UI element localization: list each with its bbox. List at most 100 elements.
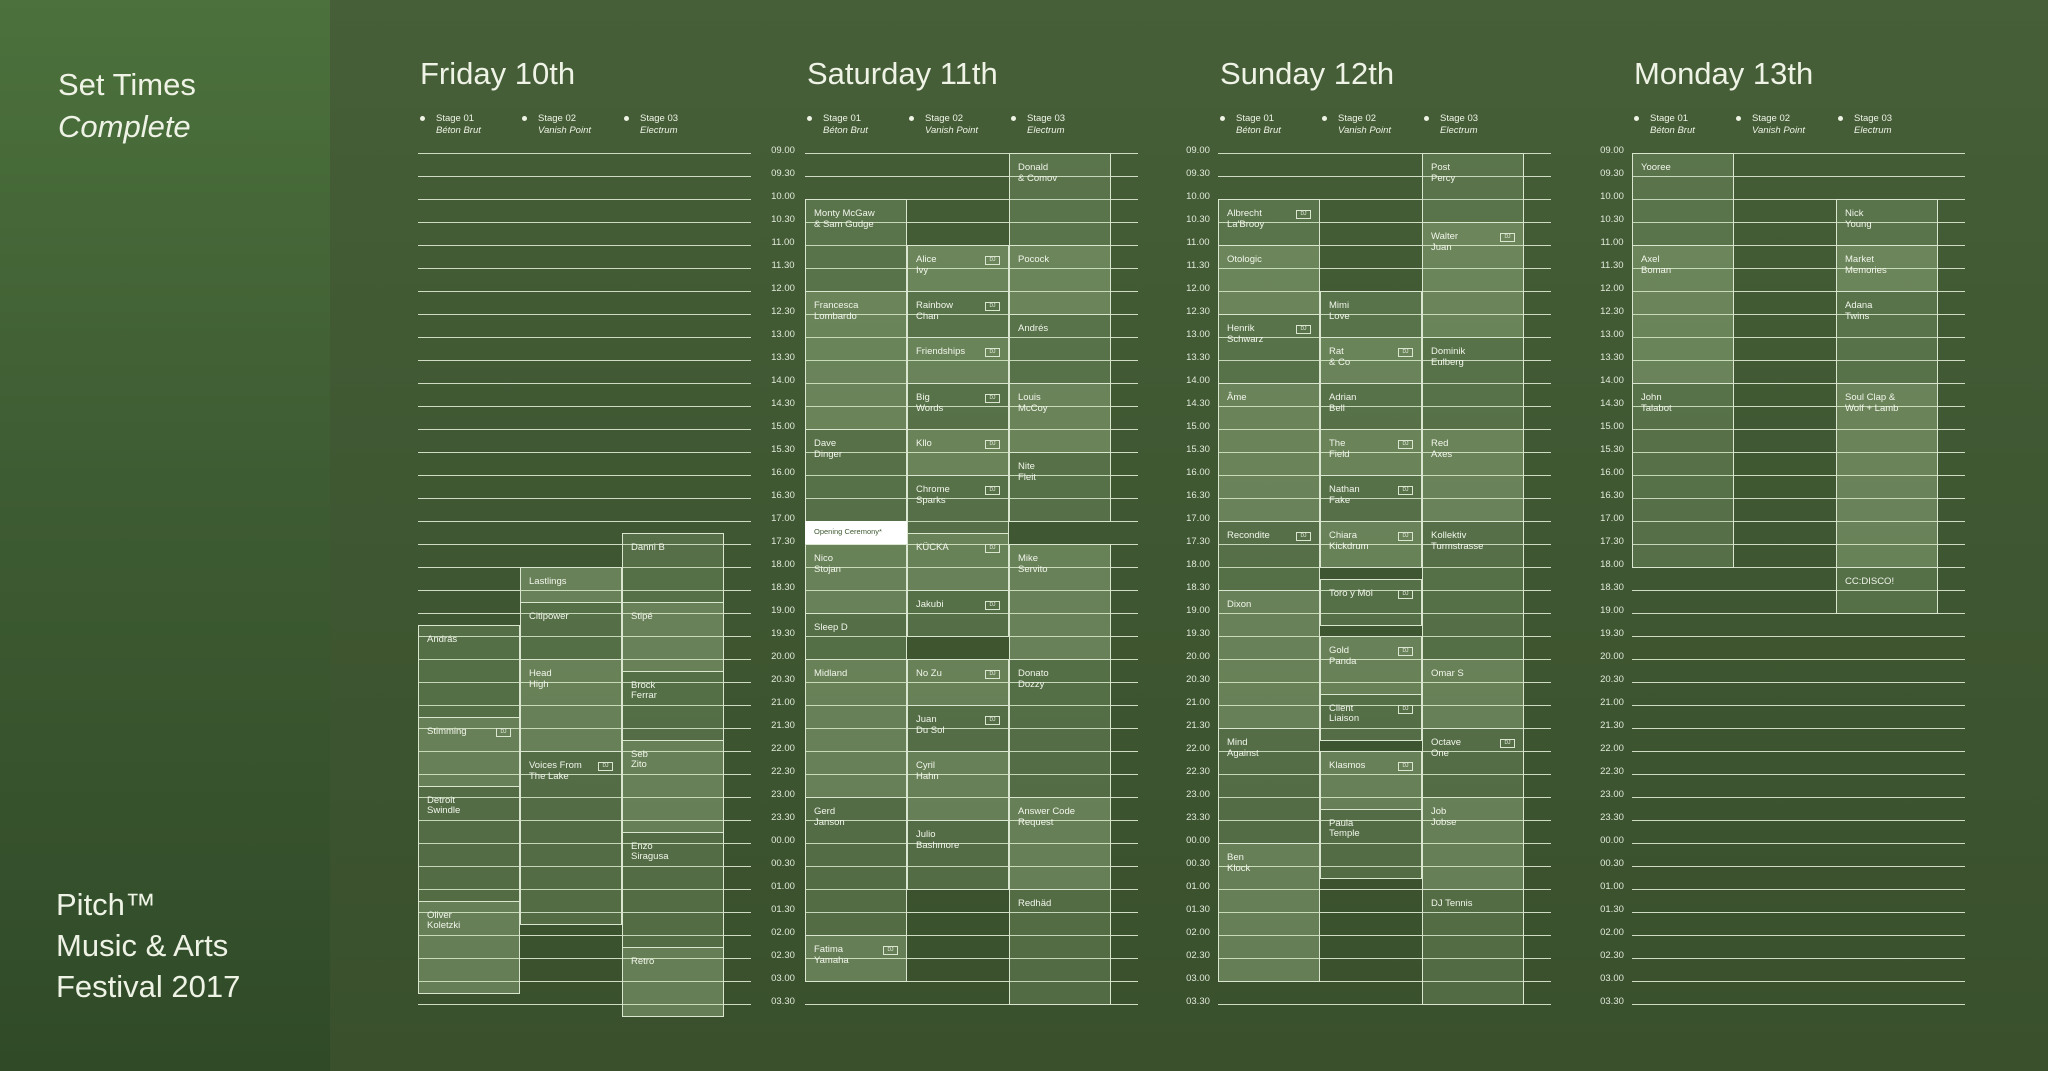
set-block[interactable]: Mike Servito bbox=[1009, 544, 1111, 661]
set-block[interactable]: Alice Ivy DJ bbox=[907, 245, 1009, 293]
set-block[interactable]: Gold Panda DJ bbox=[1320, 636, 1422, 695]
artist-name: Octave One bbox=[1431, 737, 1462, 759]
set-block[interactable]: Julio Bashmore bbox=[907, 820, 1009, 891]
set-block[interactable]: KÜCKA DJ bbox=[907, 532, 1009, 592]
set-block[interactable]: Fatima Yamaha DJ bbox=[805, 935, 907, 983]
set-block[interactable]: Stimming DJ bbox=[418, 716, 520, 787]
set-block[interactable]: Answer Code Request bbox=[1009, 797, 1111, 891]
set-block[interactable]: Otologic bbox=[1218, 245, 1320, 316]
set-block[interactable]: Louis McCoy bbox=[1009, 383, 1111, 454]
set-block[interactable]: Chiara Kickdrum DJ bbox=[1320, 521, 1422, 569]
set-block[interactable]: Market Memories bbox=[1836, 245, 1938, 293]
set-block[interactable]: Adana Twins bbox=[1836, 291, 1938, 385]
set-block[interactable]: Post Percy bbox=[1422, 153, 1524, 224]
set-block[interactable]: Lastlings bbox=[520, 567, 622, 603]
set-block[interactable]: Pocock bbox=[1009, 245, 1111, 316]
set-block[interactable]: Yooree bbox=[1632, 153, 1734, 247]
set-block[interactable]: Kllo DJ bbox=[907, 429, 1009, 477]
set-block[interactable]: Albrecht La'Brooy DJ bbox=[1218, 199, 1320, 247]
set-block[interactable]: Walter Juan DJ bbox=[1422, 222, 1524, 339]
stage-header[interactable]: Stage 03 Electrum bbox=[624, 113, 678, 137]
set-block[interactable]: Nick Young bbox=[1836, 199, 1938, 247]
artist-name: Nico Stojan bbox=[814, 553, 841, 575]
set-block[interactable]: Soul Clap & Wolf + Lamb bbox=[1836, 383, 1938, 569]
set-block[interactable]: Client Liaison DJ bbox=[1320, 693, 1422, 741]
time-label: 11.30 bbox=[771, 260, 795, 271]
set-block[interactable]: Octave One DJ bbox=[1422, 728, 1524, 799]
set-block[interactable]: Big Words DJ bbox=[907, 383, 1009, 431]
stage-header[interactable]: Stage 03 Electrum bbox=[1424, 113, 1478, 137]
set-block[interactable]: Dave Dinger bbox=[805, 429, 907, 523]
set-block[interactable]: Juan Du Sol DJ bbox=[907, 705, 1009, 753]
set-block[interactable]: Nite Fleit bbox=[1009, 452, 1111, 523]
set-block[interactable]: Monty McGaw & Sam Gudge bbox=[805, 199, 907, 293]
set-block[interactable]: No Zu DJ bbox=[907, 659, 1009, 707]
set-block[interactable]: Dixon bbox=[1218, 590, 1320, 730]
stage-header[interactable]: Stage 03 Electrum bbox=[1838, 113, 1892, 137]
set-block[interactable]: The Field DJ bbox=[1320, 429, 1422, 477]
stage-header[interactable]: Stage 01 Béton Brut bbox=[420, 113, 481, 137]
set-block[interactable]: Mimi Love bbox=[1320, 291, 1422, 339]
set-block[interactable]: András bbox=[418, 624, 520, 718]
set-block[interactable]: Opening Ceremony* bbox=[805, 521, 907, 546]
set-block[interactable]: Nico Stojan bbox=[805, 544, 907, 615]
stage-header[interactable]: Stage 01 Béton Brut bbox=[807, 113, 868, 137]
stage-header[interactable]: Stage 01 Béton Brut bbox=[1220, 113, 1281, 137]
set-block[interactable]: Paula Temple bbox=[1320, 808, 1422, 879]
set-block[interactable]: Toro y Moi DJ bbox=[1320, 578, 1422, 626]
set-block[interactable]: Axel Boman bbox=[1632, 245, 1734, 385]
set-block[interactable]: Omar S bbox=[1422, 659, 1524, 730]
set-block[interactable]: Rainbow Chan DJ bbox=[907, 291, 1009, 339]
set-block[interactable]: Sleep D bbox=[805, 613, 907, 661]
stage-header[interactable]: Stage 02 Vanish Point bbox=[1736, 113, 1805, 137]
set-block[interactable]: Citipower bbox=[520, 601, 622, 661]
set-block[interactable]: Midland bbox=[805, 659, 907, 799]
set-block[interactable]: Âme bbox=[1218, 383, 1320, 523]
set-block[interactable]: Seb Zito bbox=[622, 739, 724, 833]
stage-header[interactable]: Stage 02 Vanish Point bbox=[909, 113, 978, 137]
set-block[interactable]: CC:DISCO! bbox=[1836, 567, 1938, 615]
set-block[interactable]: Head High bbox=[520, 659, 622, 753]
set-block[interactable]: Mind Against bbox=[1218, 728, 1320, 845]
set-block[interactable]: Oliver Koletzki bbox=[418, 900, 520, 994]
dj-badge: DJ bbox=[1500, 233, 1515, 242]
set-block[interactable]: Detroit Swindle bbox=[418, 785, 520, 902]
set-block[interactable]: Job Jobse bbox=[1422, 797, 1524, 891]
set-block[interactable]: Kollektiv Turmstrasse bbox=[1422, 521, 1524, 661]
set-block[interactable]: Brock Ferrar bbox=[622, 670, 724, 741]
slot-line bbox=[418, 728, 751, 730]
set-block[interactable]: Retro bbox=[622, 946, 724, 1017]
set-block[interactable]: Friendships DJ bbox=[907, 337, 1009, 385]
stage-header[interactable]: Stage 01 Béton Brut bbox=[1634, 113, 1695, 137]
set-block[interactable]: Ben Klock bbox=[1218, 843, 1320, 983]
set-block[interactable]: Voices From The Lake DJ bbox=[520, 751, 622, 925]
set-block[interactable]: Nathan Fake DJ bbox=[1320, 475, 1422, 523]
set-block[interactable]: Recondite DJ bbox=[1218, 521, 1320, 592]
time-label: 23.00 bbox=[1600, 789, 1624, 800]
set-block[interactable]: Enzo Siragusa bbox=[622, 831, 724, 948]
set-block[interactable]: Redhäd bbox=[1009, 889, 1111, 1006]
stage-header[interactable]: Stage 02 Vanish Point bbox=[522, 113, 591, 137]
set-block[interactable]: Donald & Comov bbox=[1009, 153, 1111, 247]
set-block[interactable]: DJ Tennis bbox=[1422, 889, 1524, 1006]
set-block[interactable]: Stipé bbox=[622, 601, 724, 672]
set-block[interactable]: Dominik Eulberg bbox=[1422, 337, 1524, 431]
time-label: 17.00 bbox=[1600, 513, 1624, 524]
set-block[interactable]: John Talabot bbox=[1632, 383, 1734, 569]
set-block[interactable]: Donato Dozzy bbox=[1009, 659, 1111, 799]
set-block[interactable]: Red Axes bbox=[1422, 429, 1524, 523]
set-block[interactable]: Cyril Hahn bbox=[907, 751, 1009, 822]
set-block[interactable]: Francesca Lombardo bbox=[805, 291, 907, 431]
set-block[interactable]: Gerd Janson bbox=[805, 797, 907, 937]
set-block[interactable]: Danni B bbox=[622, 532, 724, 603]
stage-header[interactable]: Stage 02 Vanish Point bbox=[1322, 113, 1391, 137]
stage-header[interactable]: Stage 03 Electrum bbox=[1011, 113, 1065, 137]
set-block[interactable]: Henrik Schwarz DJ bbox=[1218, 314, 1320, 385]
set-block[interactable]: Chrome Sparks DJ bbox=[907, 475, 1009, 534]
set-block[interactable]: Klasmos DJ bbox=[1320, 751, 1422, 810]
set-block[interactable]: Rat & Co DJ bbox=[1320, 337, 1422, 385]
slot-line bbox=[1218, 866, 1551, 868]
set-block[interactable]: Andrés bbox=[1009, 314, 1111, 385]
set-block[interactable]: Jakubi DJ bbox=[907, 590, 1009, 638]
set-block[interactable]: Adrian Bell bbox=[1320, 383, 1422, 431]
